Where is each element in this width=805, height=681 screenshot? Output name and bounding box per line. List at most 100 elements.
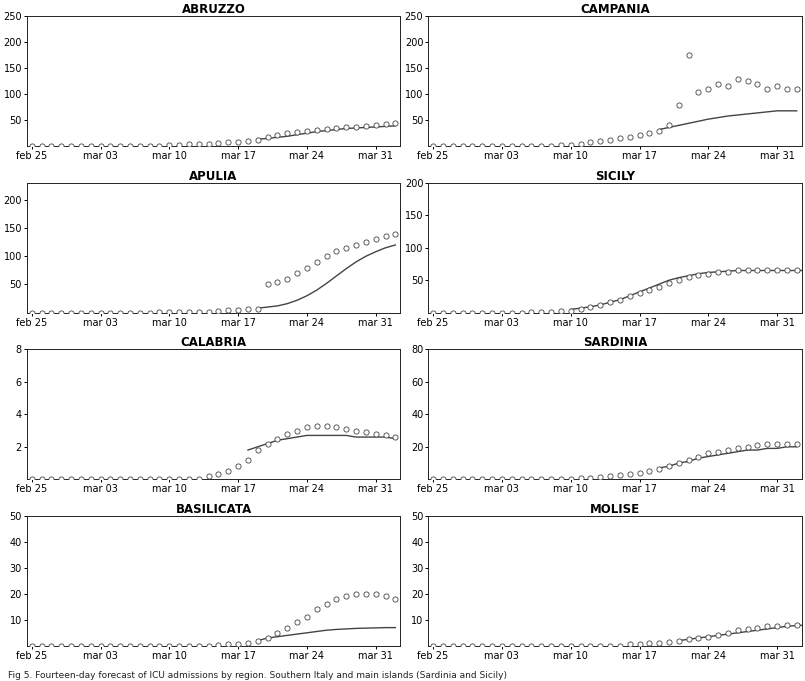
Point [712,446,724,457]
Text: Fig 5. Fourteen-day forecast of ICU admissions by region. Southern Italy and mai: Fig 5. Fourteen-day forecast of ICU admi… [8,671,507,680]
Point [35,307,48,318]
Point [663,120,675,131]
Point [202,306,215,317]
Point [623,639,636,650]
Point [74,640,87,651]
Point [761,84,774,95]
Point [535,474,547,485]
Point [732,443,745,454]
Point [183,139,196,150]
Point [360,121,373,131]
Point [349,240,362,251]
Point [456,141,469,152]
Point [770,438,783,449]
Point [64,640,77,651]
Point [330,422,343,432]
Point [466,640,479,651]
Point [663,278,675,289]
Point [623,291,636,302]
Point [613,294,626,305]
Point [300,612,313,622]
Point [261,131,274,142]
Point [94,474,107,485]
Point [25,474,38,485]
Point [45,474,58,485]
Point [515,141,528,152]
Point [369,428,382,439]
Point [242,136,254,146]
Point [623,469,636,479]
Point [349,121,362,132]
Point [732,624,745,635]
Point [761,265,774,276]
Point [330,123,343,133]
Point [672,458,685,469]
Point [143,141,156,152]
Point [564,139,577,150]
Point [360,588,373,599]
Point [672,275,685,286]
Point [584,137,597,148]
Point [791,438,803,449]
Point [791,265,803,276]
Point [682,272,695,283]
Point [525,640,538,651]
Point [251,134,264,145]
Point [389,432,402,443]
Point [64,307,77,318]
Point [791,84,803,95]
Point [251,445,264,456]
Point [94,307,107,318]
Point [173,306,186,317]
Point [183,474,196,485]
Point [163,306,175,317]
Point [291,617,303,628]
Point [300,125,313,136]
Point [574,138,587,149]
Point [741,624,754,635]
Point [85,141,97,152]
Point [682,634,695,645]
Point [163,140,175,151]
Point [427,640,440,651]
Point [222,305,235,316]
Point [751,78,764,89]
Point [545,306,558,317]
Point [163,474,175,485]
Point [761,438,774,449]
Point [436,640,449,651]
Point [692,86,705,97]
Point [242,637,254,648]
Point [721,266,734,277]
Point [643,285,656,296]
Point [732,73,745,84]
Point [476,474,489,485]
Point [643,128,656,139]
Point [427,474,440,485]
Point [594,136,607,146]
Point [379,118,392,129]
Point [584,473,597,484]
Point [682,50,695,61]
Point [712,78,724,89]
Point [134,307,147,318]
Point [143,307,156,318]
Point [476,307,489,318]
Point [525,474,538,485]
Point [74,307,87,318]
Point [232,638,245,649]
Title: CAMPANIA: CAMPANIA [580,3,650,16]
Point [663,637,675,648]
Point [791,620,803,631]
Point [281,622,294,633]
Point [741,76,754,86]
Point [291,425,303,436]
Point [320,251,333,262]
Point [45,640,58,651]
Point [281,273,294,284]
Point [712,630,724,641]
Point [143,474,156,485]
Point [692,270,705,281]
Point [55,307,68,318]
Point [623,131,636,142]
